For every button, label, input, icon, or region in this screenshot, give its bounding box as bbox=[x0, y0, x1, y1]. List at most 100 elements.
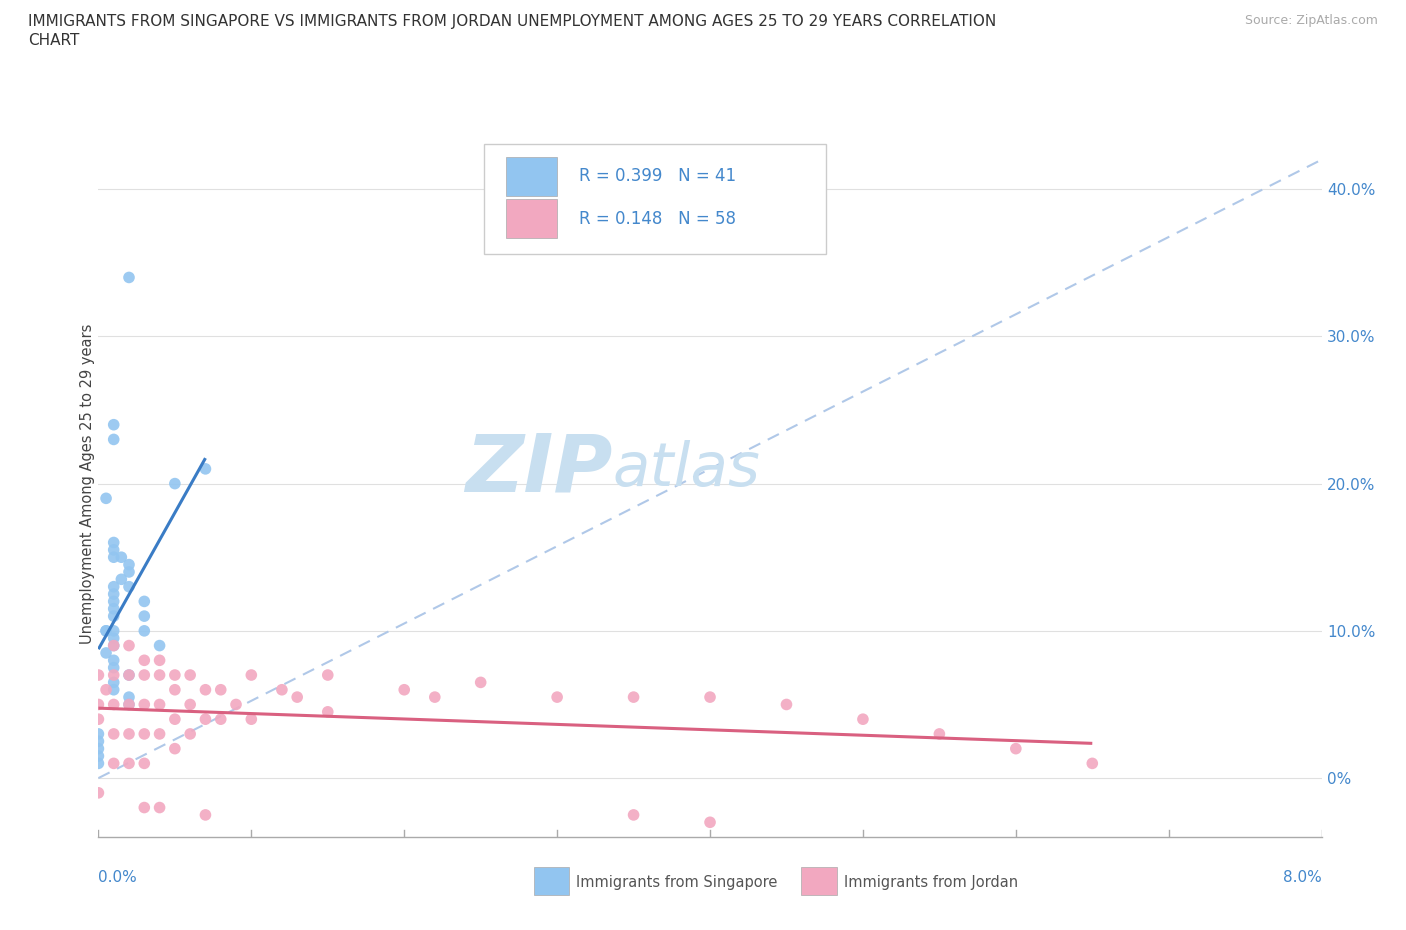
Point bbox=[87, 756, 110, 771]
Point bbox=[103, 698, 125, 712]
Text: Immigrants from Singapore: Immigrants from Singapore bbox=[576, 875, 778, 890]
Point bbox=[94, 623, 117, 638]
Text: Source: ZipAtlas.com: Source: ZipAtlas.com bbox=[1244, 14, 1378, 27]
Point bbox=[134, 800, 156, 815]
Point bbox=[103, 623, 125, 638]
Point bbox=[87, 749, 110, 764]
Point bbox=[163, 741, 186, 756]
Point bbox=[392, 683, 416, 698]
Point bbox=[103, 726, 125, 741]
Point bbox=[1004, 741, 1026, 756]
Point bbox=[103, 550, 125, 565]
Text: R = 0.148   N = 58: R = 0.148 N = 58 bbox=[579, 209, 737, 228]
Point bbox=[94, 623, 117, 638]
Point bbox=[103, 638, 125, 653]
Point bbox=[103, 535, 125, 550]
Point bbox=[149, 698, 172, 712]
Point bbox=[1081, 756, 1104, 771]
Point bbox=[163, 668, 186, 683]
Point bbox=[87, 785, 110, 800]
Point bbox=[163, 711, 186, 726]
Point bbox=[103, 594, 125, 609]
Point bbox=[134, 726, 156, 741]
Point bbox=[103, 631, 125, 645]
Point bbox=[225, 698, 247, 712]
Point bbox=[118, 557, 141, 572]
Point bbox=[103, 668, 125, 683]
Text: R = 0.399   N = 41: R = 0.399 N = 41 bbox=[579, 167, 737, 185]
Point bbox=[118, 726, 141, 741]
Point bbox=[118, 756, 141, 771]
Point bbox=[118, 668, 141, 683]
Point bbox=[94, 491, 117, 506]
FancyBboxPatch shape bbox=[484, 144, 827, 254]
Point bbox=[118, 690, 141, 705]
Point bbox=[134, 653, 156, 668]
Point bbox=[163, 683, 186, 698]
Point bbox=[87, 711, 110, 726]
Point bbox=[103, 579, 125, 594]
Text: 0.0%: 0.0% bbox=[98, 870, 138, 884]
Point bbox=[179, 726, 201, 741]
Point bbox=[103, 432, 125, 447]
Point bbox=[103, 683, 125, 698]
Point bbox=[103, 756, 125, 771]
Point bbox=[149, 653, 172, 668]
Point bbox=[194, 807, 217, 822]
Text: atlas: atlas bbox=[612, 440, 761, 499]
Point bbox=[87, 726, 110, 741]
Point bbox=[194, 683, 217, 698]
FancyBboxPatch shape bbox=[506, 199, 557, 238]
Point bbox=[87, 698, 110, 712]
Point bbox=[699, 690, 721, 705]
Point bbox=[103, 653, 125, 668]
Point bbox=[134, 668, 156, 683]
Point bbox=[103, 418, 125, 432]
Point bbox=[209, 683, 232, 698]
Point bbox=[118, 668, 141, 683]
Point bbox=[134, 698, 156, 712]
Point bbox=[209, 711, 232, 726]
Point bbox=[179, 668, 201, 683]
Text: Immigrants from Jordan: Immigrants from Jordan bbox=[844, 875, 1018, 890]
Point bbox=[134, 623, 156, 638]
Text: 8.0%: 8.0% bbox=[1282, 870, 1322, 884]
Point bbox=[134, 609, 156, 624]
Point bbox=[194, 711, 217, 726]
Point bbox=[316, 704, 339, 719]
Point bbox=[623, 807, 645, 822]
Point bbox=[194, 461, 217, 476]
Point bbox=[470, 675, 492, 690]
Point bbox=[94, 683, 117, 698]
Point bbox=[179, 698, 201, 712]
Point bbox=[775, 698, 797, 712]
Point bbox=[270, 683, 294, 698]
Point bbox=[103, 542, 125, 557]
Point bbox=[118, 638, 141, 653]
Point bbox=[852, 711, 875, 726]
Point bbox=[928, 726, 950, 741]
Point bbox=[134, 594, 156, 609]
Point bbox=[103, 660, 125, 675]
Point bbox=[285, 690, 308, 705]
Y-axis label: Unemployment Among Ages 25 to 29 years: Unemployment Among Ages 25 to 29 years bbox=[80, 324, 94, 644]
Point bbox=[94, 645, 117, 660]
Point bbox=[134, 756, 156, 771]
Point bbox=[149, 800, 172, 815]
Point bbox=[699, 815, 721, 830]
Point bbox=[149, 668, 172, 683]
Point bbox=[103, 602, 125, 617]
Point bbox=[623, 690, 645, 705]
Point bbox=[110, 550, 132, 565]
Text: IMMIGRANTS FROM SINGAPORE VS IMMIGRANTS FROM JORDAN UNEMPLOYMENT AMONG AGES 25 T: IMMIGRANTS FROM SINGAPORE VS IMMIGRANTS … bbox=[28, 14, 997, 29]
Point bbox=[103, 587, 125, 602]
Point bbox=[118, 698, 141, 712]
FancyBboxPatch shape bbox=[506, 157, 557, 195]
Point bbox=[110, 572, 132, 587]
Point bbox=[87, 734, 110, 749]
Point bbox=[118, 270, 141, 285]
Point bbox=[316, 668, 339, 683]
Point bbox=[87, 741, 110, 756]
Point bbox=[103, 675, 125, 690]
Point bbox=[240, 668, 263, 683]
